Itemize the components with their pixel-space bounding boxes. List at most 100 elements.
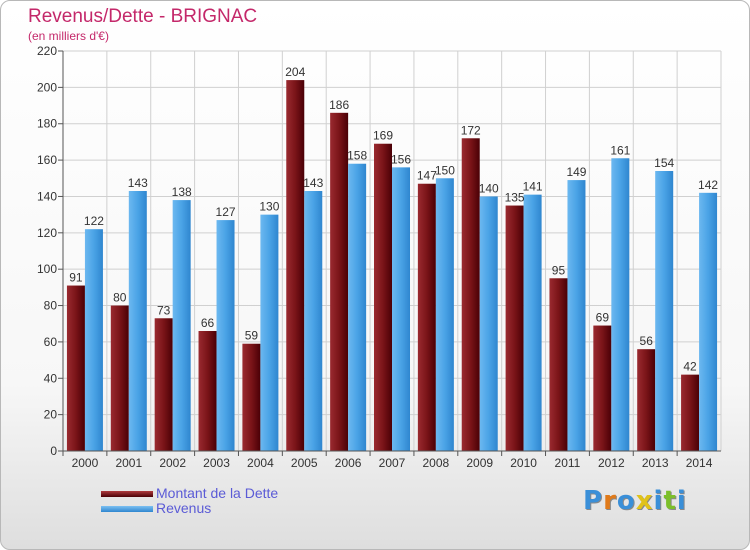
bar-revenue	[260, 214, 279, 451]
data-label-revenue: 142	[698, 178, 718, 192]
bar-debt	[110, 305, 129, 451]
data-label-debt: 56	[640, 334, 654, 348]
bar-revenue	[567, 180, 586, 451]
logo-letter: i	[653, 486, 664, 516]
data-label-revenue: 154	[654, 156, 674, 170]
data-label-debt: 59	[245, 329, 259, 343]
bar-debt	[374, 143, 392, 451]
y-tick-label: 100	[37, 262, 57, 276]
logo-letter: o	[616, 486, 636, 516]
logo-letter: x	[635, 486, 654, 516]
bar-revenue	[304, 191, 323, 451]
legend-swatch-debt	[101, 491, 153, 497]
x-tick-label: 2013	[642, 456, 669, 470]
y-tick-label: 220	[37, 44, 57, 58]
x-tick-label: 2009	[466, 456, 493, 470]
data-label-debt: 66	[201, 316, 215, 330]
x-tick-label: 2014	[686, 456, 713, 470]
data-label-revenue: 130	[259, 200, 279, 214]
logo-letter: i	[676, 486, 687, 516]
y-tick-label: 40	[44, 371, 58, 385]
x-tick-label: 2007	[379, 456, 406, 470]
bar-revenue	[84, 229, 103, 451]
data-label-debt: 147	[417, 169, 437, 183]
data-label-revenue: 149	[566, 165, 586, 179]
bar-debt	[330, 112, 349, 452]
bar-debt	[242, 343, 261, 451]
data-label-debt: 135	[505, 191, 525, 205]
data-label-revenue: 156	[391, 152, 411, 166]
x-tick-label: 2004	[247, 456, 274, 470]
y-tick-label: 180	[37, 117, 57, 131]
data-label-revenue: 140	[479, 181, 499, 195]
chart-subtitle: (en milliers d'€)	[28, 29, 109, 43]
data-label-debt: 91	[69, 271, 83, 285]
data-label-debt: 204	[285, 65, 305, 79]
bar-revenue	[699, 192, 718, 451]
logo-letter: t	[663, 486, 677, 516]
bar-revenue	[435, 178, 454, 452]
bar-debt	[461, 138, 480, 452]
chart-title: Revenus/Dette - BRIGNAC	[28, 6, 258, 27]
bar-revenue	[523, 194, 542, 452]
x-tick-label: 2010	[510, 456, 537, 470]
x-tick-label: 2002	[159, 456, 186, 470]
y-tick-label: 20	[44, 408, 58, 422]
data-label-revenue: 122	[84, 214, 104, 228]
data-label-revenue: 141	[523, 180, 543, 194]
data-label-debt: 95	[552, 263, 566, 277]
bar-revenue	[348, 163, 367, 451]
bar-debt	[681, 374, 700, 451]
bar-debt	[417, 183, 436, 451]
bar-debt	[549, 278, 568, 451]
data-label-debt: 80	[113, 291, 127, 305]
data-label-revenue: 143	[128, 176, 148, 190]
data-label-debt: 73	[157, 303, 171, 317]
data-label-revenue: 150	[435, 163, 455, 177]
proxiti-logo: Proxiti	[583, 486, 687, 516]
bar-revenue	[392, 167, 410, 451]
bar-debt	[505, 205, 524, 451]
bar-debt	[593, 325, 612, 451]
data-label-revenue: 127	[216, 205, 236, 219]
legend-label-revenue: Revenus	[156, 500, 212, 516]
y-tick-label: 140	[37, 189, 57, 203]
bar-revenue	[128, 191, 147, 451]
data-label-revenue: 158	[347, 149, 367, 163]
x-tick-label: 2003	[203, 456, 230, 470]
y-tick-label: 160	[37, 153, 57, 167]
x-tick-label: 2008	[423, 456, 450, 470]
logo-letter: P	[583, 486, 604, 516]
x-tick-label: 2005	[291, 456, 318, 470]
data-label-debt: 186	[329, 98, 349, 112]
y-tick-label: 120	[37, 226, 57, 240]
x-tick-label: 2001	[115, 456, 142, 470]
data-label-debt: 42	[683, 360, 697, 374]
data-label-revenue: 161	[610, 143, 630, 157]
y-tick-label: 0	[50, 444, 57, 458]
y-tick-label: 80	[44, 299, 58, 313]
bar-debt	[66, 285, 85, 451]
data-label-revenue: 138	[172, 185, 192, 199]
bar-debt	[198, 331, 217, 451]
x-tick-label: 2011	[555, 456, 581, 470]
data-label-debt: 169	[373, 129, 393, 143]
logo-letter: r	[603, 486, 617, 516]
legend-label-debt: Montant de la Dette	[156, 485, 279, 501]
bar-revenue	[611, 158, 630, 452]
bar-debt	[637, 349, 656, 451]
x-tick-label: 2012	[598, 456, 625, 470]
y-tick-label: 60	[44, 335, 58, 349]
x-tick-label: 2000	[72, 456, 99, 470]
bar-revenue	[479, 196, 498, 451]
bar-revenue	[172, 200, 191, 451]
bar-debt	[286, 80, 305, 451]
bar-revenue	[216, 220, 235, 451]
bar-debt	[154, 318, 173, 451]
data-label-revenue: 143	[303, 176, 323, 190]
y-tick-label: 200	[37, 80, 57, 94]
bar-revenue	[655, 171, 674, 451]
x-tick-label: 2006	[335, 456, 362, 470]
